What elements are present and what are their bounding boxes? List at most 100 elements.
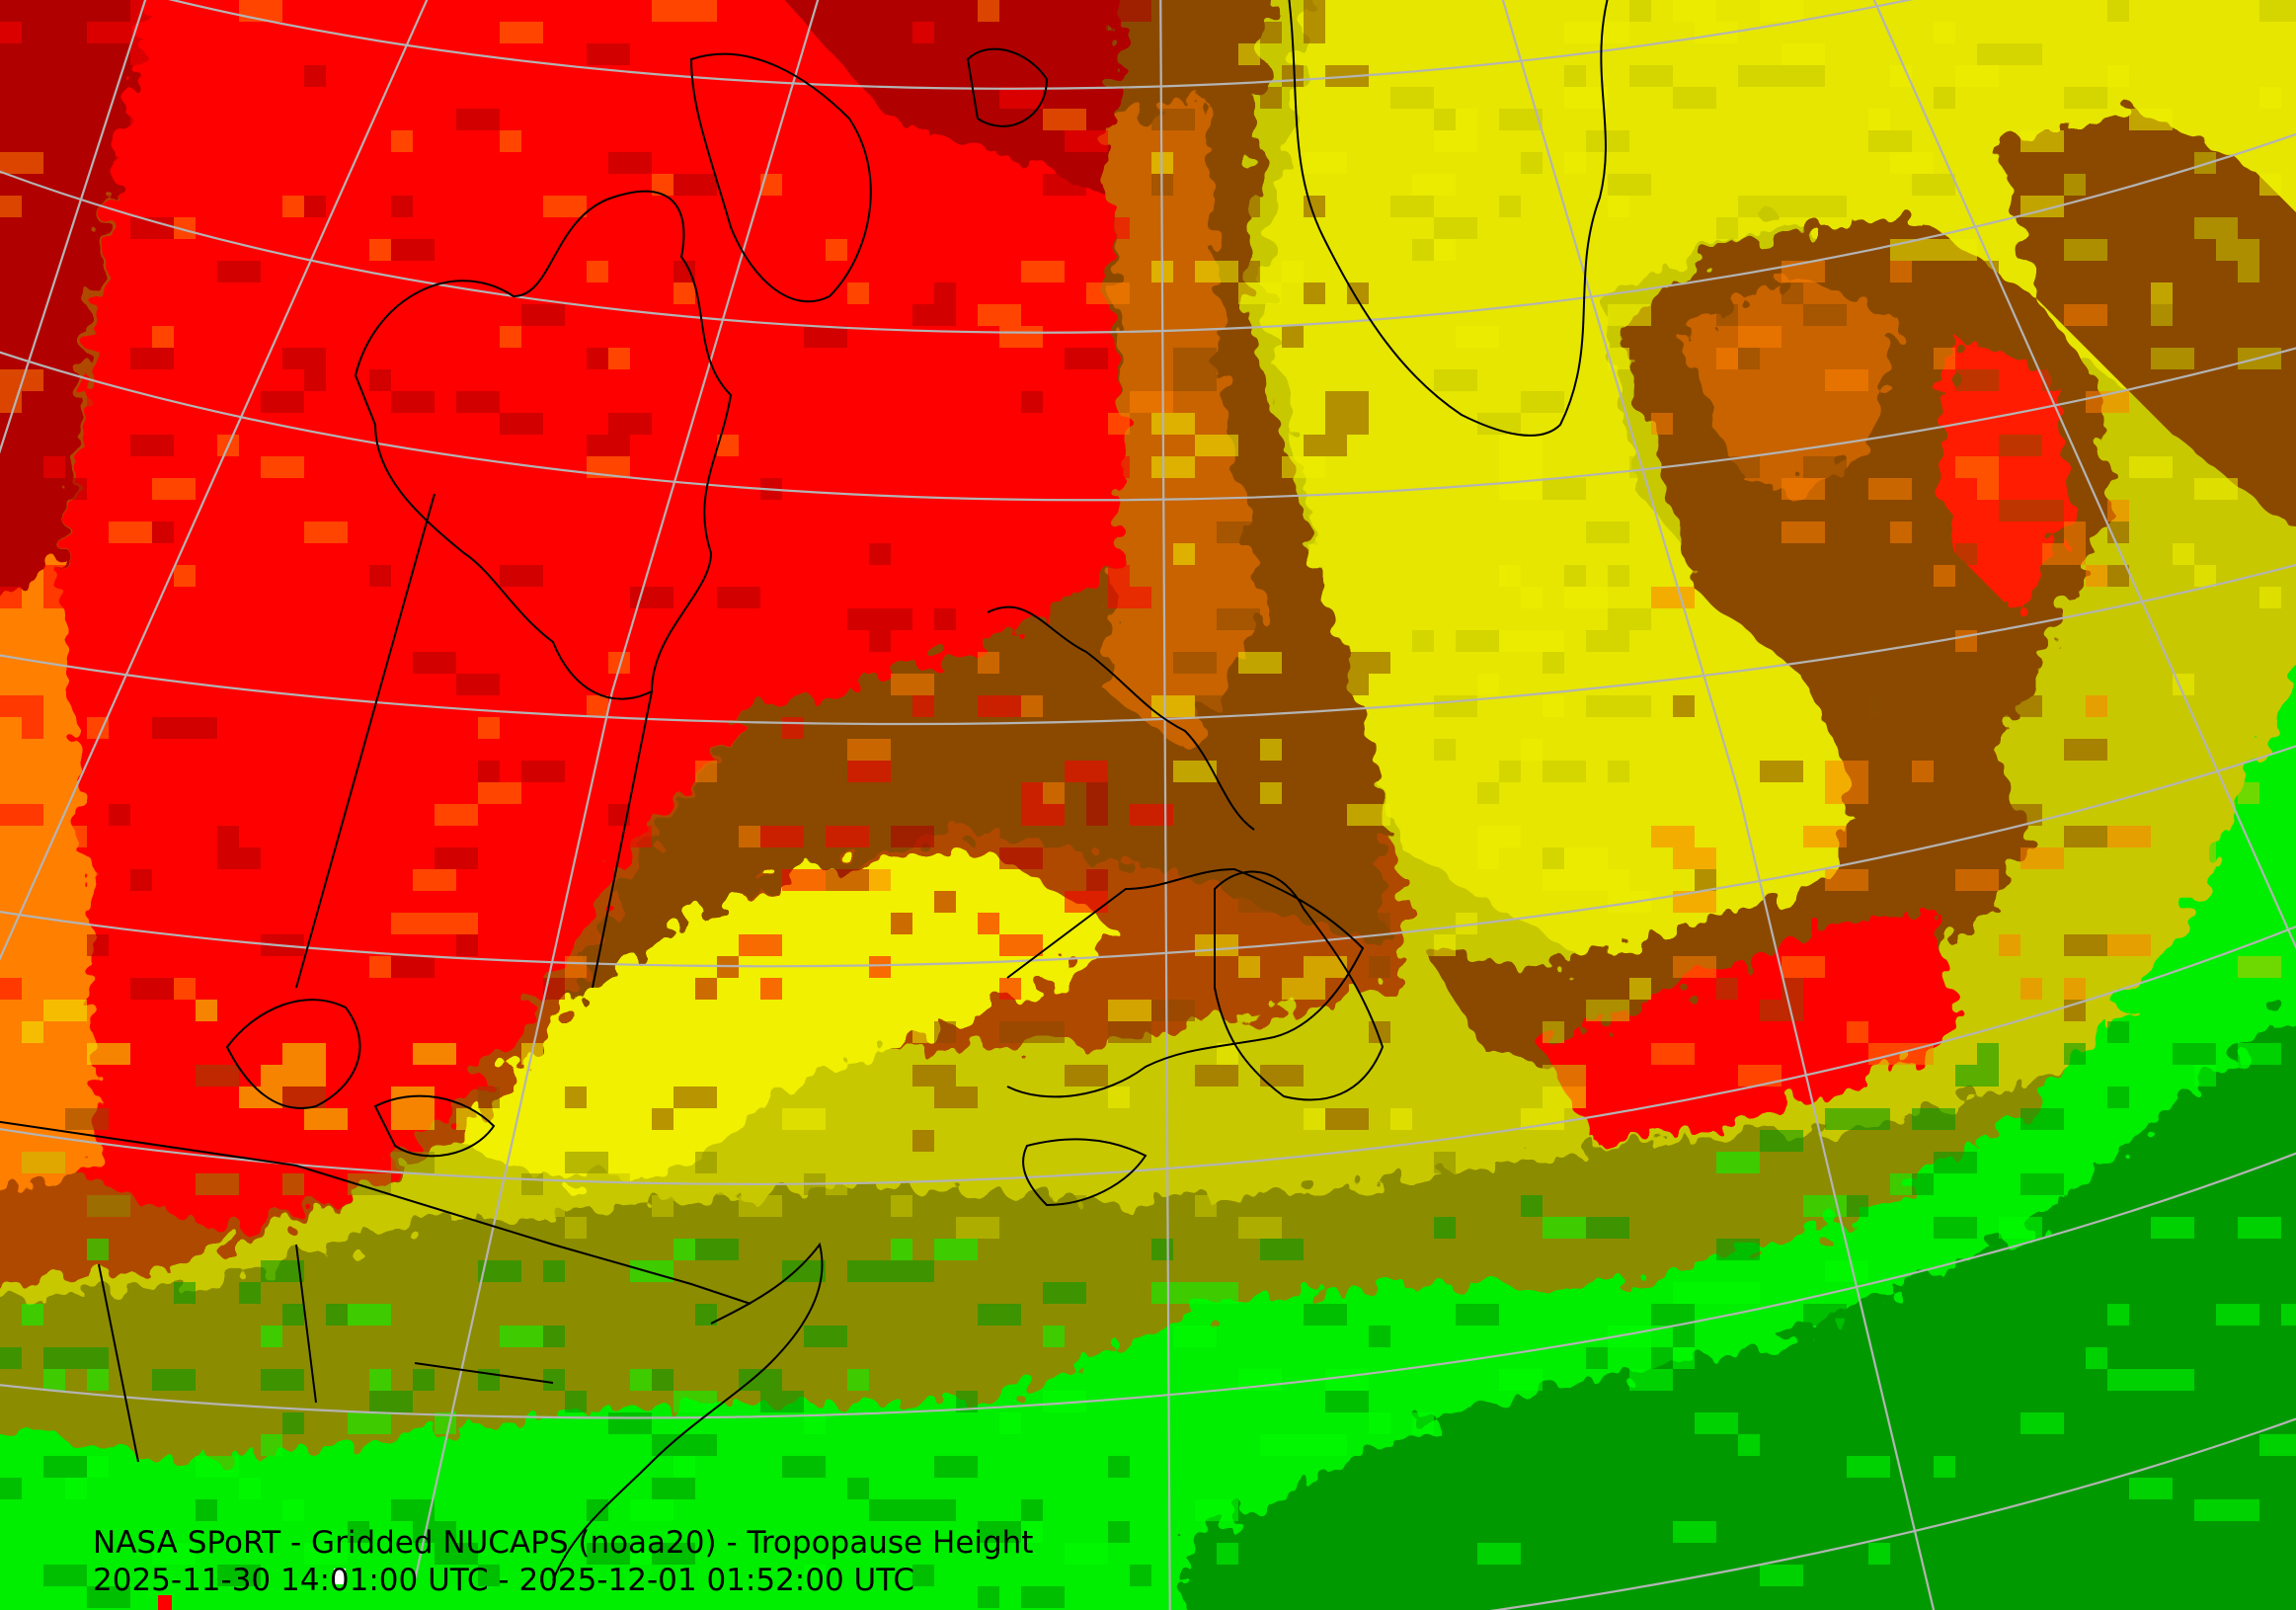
- grid-cell: [1738, 1478, 1781, 1499]
- grid-cell: [1477, 1543, 1521, 1565]
- grid-cell: [1586, 630, 1629, 652]
- grid-cell: [1238, 956, 1260, 978]
- grid-cell: [2086, 1586, 2129, 1608]
- meridian-line: [1159, 0, 1171, 1610]
- grid-cell: [109, 804, 130, 826]
- grid-cell: [1955, 65, 1999, 87]
- grid-cell: [1369, 1326, 1390, 1347]
- grid-cell: [1065, 1065, 1108, 1087]
- grid-cell: [282, 1412, 304, 1434]
- grid-cell: [912, 1000, 934, 1021]
- grid-cell: [0, 1478, 22, 1499]
- grid-cell: [304, 130, 348, 152]
- grid-cell: [261, 239, 304, 261]
- grid-cell: [999, 978, 1021, 1000]
- grid-cell: [1781, 956, 1825, 978]
- grid-cell: [521, 1195, 565, 1217]
- grid-cell: [2107, 934, 2151, 956]
- great-lakes: [225, 999, 361, 1109]
- grid-cell: [1564, 565, 1586, 587]
- grid-cell: [652, 1108, 673, 1130]
- grid-cell: [1108, 1021, 1151, 1043]
- grid-cell: [695, 1434, 717, 1456]
- grid-cell: [912, 304, 956, 326]
- grid-cell: [130, 0, 174, 22]
- grid-cell: [1304, 1304, 1347, 1326]
- grid-cell: [2020, 978, 2042, 1000]
- grid-cell: [630, 87, 673, 109]
- grid-cell: [435, 913, 478, 934]
- grid-cell: [1586, 1347, 1608, 1369]
- grid-cell: [2259, 1434, 2296, 1456]
- newfoundland-coast: [1214, 870, 1385, 1101]
- grid-cell: [739, 1195, 782, 1217]
- grid-cell: [1521, 1434, 1543, 1456]
- grid-cell: [1608, 565, 1629, 587]
- grid-cell: [847, 1478, 869, 1499]
- grid-cell: [130, 43, 174, 65]
- grid-cell: [391, 956, 435, 978]
- grid-cell: [478, 1087, 500, 1108]
- grid-cell: [1955, 630, 1977, 652]
- grid-cell: [978, 1304, 1021, 1326]
- grid-cell: [978, 695, 1021, 717]
- grid-cell: [1434, 109, 1456, 130]
- grid-cell: [1890, 1412, 1934, 1434]
- grid-cell: [1673, 891, 1716, 913]
- grid-cell: [478, 261, 500, 282]
- grid-cell: [1434, 1217, 1456, 1239]
- grid-cell: [1781, 282, 1803, 304]
- grid-cell: [891, 152, 912, 174]
- grid-cell: [1629, 1521, 1673, 1543]
- grid-cell: [1195, 1195, 1217, 1217]
- grid-cell: [978, 391, 999, 413]
- grid-cell: [391, 1108, 435, 1130]
- grid-cell: [1608, 761, 1629, 782]
- grid-cell: [0, 152, 43, 174]
- grid-cell: [2238, 1260, 2281, 1282]
- grid-cell: [1282, 456, 1325, 478]
- grid-cell: [261, 456, 304, 478]
- grid-cell: [391, 630, 413, 652]
- grid-cell: [1673, 1347, 1695, 1369]
- grid-cell: [1434, 1152, 1456, 1173]
- grid-cell: [0, 978, 22, 1000]
- grid-cell: [1347, 804, 1390, 826]
- grid-cell: [1977, 326, 2020, 348]
- grid-cell: [500, 1326, 543, 1347]
- grid-cell: [87, 391, 130, 413]
- grid-cell: [391, 1499, 435, 1521]
- grid-cell: [282, 1304, 304, 1326]
- grid-cell: [2020, 1369, 2042, 1391]
- grid-cell: [999, 87, 1043, 109]
- grid-cell: [130, 22, 174, 43]
- grid-cell: [565, 956, 587, 978]
- grid-cell: [1260, 739, 1282, 761]
- grid-cell: [1086, 413, 1108, 435]
- grid-cell: [1325, 391, 1369, 413]
- grid-cell: [2194, 1065, 2216, 1087]
- grid-cell: [543, 978, 565, 1000]
- grid-cell: [1912, 1565, 1934, 1586]
- grid-cell: [912, 695, 934, 717]
- grid-cell: [1890, 522, 1912, 543]
- grid-cell: [217, 1565, 261, 1586]
- grid-cell: [196, 1000, 217, 1021]
- grid-cell: [1912, 761, 1934, 782]
- grid-cell: [1065, 326, 1108, 348]
- grid-cell: [630, 1499, 673, 1521]
- grid-cell: [1477, 826, 1521, 847]
- grid-cell: [1651, 1304, 1695, 1326]
- grid-cell: [2151, 282, 2173, 304]
- grid-cell: [304, 174, 348, 196]
- grid-cell: [847, 761, 891, 782]
- grid-cell: [608, 413, 652, 435]
- grid-cell: [782, 1456, 826, 1478]
- grid-cell: [1608, 196, 1629, 217]
- grid-cell: [391, 913, 413, 934]
- grid-cell: [630, 109, 652, 130]
- grid-cell: [435, 804, 478, 826]
- grid-cell: [239, 804, 282, 826]
- grid-cell: [152, 1369, 196, 1391]
- field-far-ne-brown: [1995, 109, 2296, 528]
